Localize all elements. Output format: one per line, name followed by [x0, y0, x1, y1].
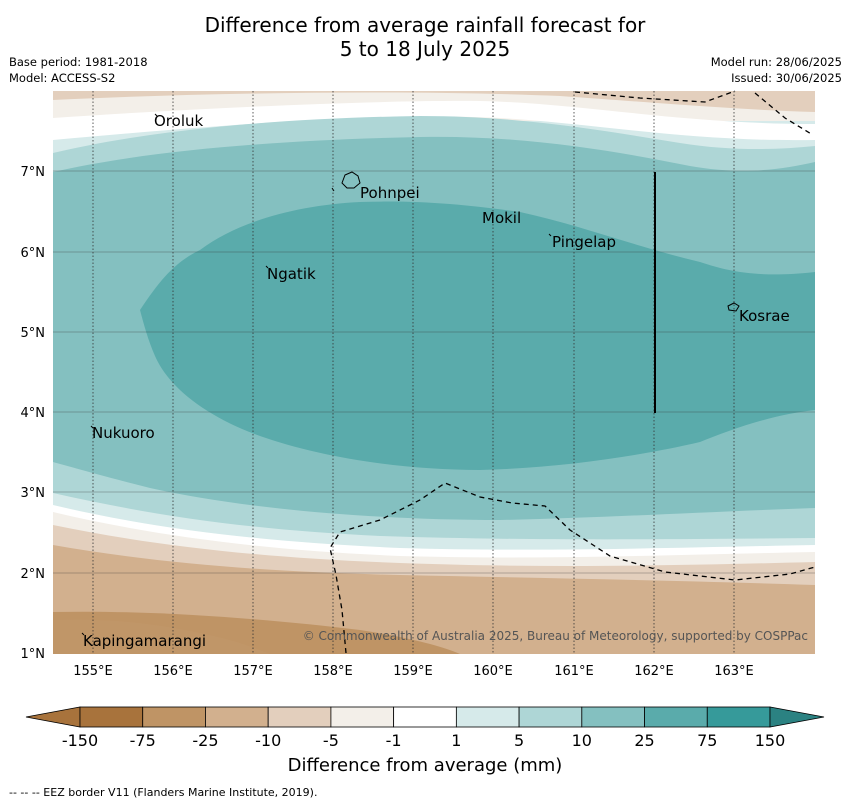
pingelap-atoll: [548, 233, 552, 237]
title-line-1: Difference from average rainfall forecas…: [204, 13, 646, 37]
meta-right: Model run: 28/06/2025 Issued: 30/06/2025: [711, 54, 842, 86]
lat-lines: [53, 170, 815, 574]
lon-tick-label: 157°E: [233, 664, 273, 679]
lat-tick-label: 7°N: [21, 165, 46, 180]
pohnpei-island: [341, 171, 361, 189]
colorbar-tick-label: -5: [323, 731, 339, 750]
lon-tick-label: 161°E: [554, 664, 594, 679]
place-label: Nukuoro: [92, 424, 155, 442]
kosrae-island: [727, 302, 740, 312]
place-label: Kapingamarangi: [83, 632, 206, 650]
colorbar-tick-label: -1: [386, 731, 402, 750]
nukuoro-atoll: [90, 425, 94, 429]
eez-footnote: -- -- -- EEZ border V11 (Flanders Marine…: [9, 786, 318, 799]
colorbar-tick-label: -75: [130, 731, 156, 750]
ngatik-atoll: [265, 265, 269, 269]
place-label: Ngatik: [267, 265, 316, 283]
lon-tick-label: 159°E: [393, 664, 433, 679]
colorbar-max-arrow: [769, 706, 825, 728]
model-name: Model: ACCESS-S2: [9, 71, 116, 85]
colorbar-tick-label: 10: [572, 731, 592, 750]
lon-tick-label: 158°E: [313, 664, 353, 679]
place-label: Pingelap: [552, 233, 616, 251]
colorbar-tick-label: -10: [255, 731, 281, 750]
colorbar-label: Difference from average (mm): [287, 755, 563, 776]
lon-tick-label: 162°E: [634, 664, 674, 679]
islands: [81, 113, 740, 636]
band-top-white: [53, 100, 815, 141]
ant-atoll: [331, 187, 335, 192]
colorbar-segment: [644, 706, 708, 728]
colorbar-segments: [79, 706, 771, 728]
colorbar-segment: [393, 706, 457, 728]
colorbar-segment: [706, 706, 771, 728]
lon-tick-label: 156°E: [153, 664, 193, 679]
copyright-notice: © Commonwealth of Australia 2025, Bureau…: [303, 629, 808, 643]
colorbar-tick-label: 5: [514, 731, 524, 750]
place-label: Mokil: [482, 209, 521, 227]
base-period: Base period: 1981-2018: [9, 55, 148, 69]
lon-tick-label: 163°E: [714, 664, 754, 679]
colorbar-tick-label: -25: [192, 731, 218, 750]
oroluk-atoll: [154, 113, 158, 117]
eez-border: [329, 90, 816, 654]
band-bottom-neg75-b: [53, 619, 270, 654]
colorbar-segment: [581, 706, 645, 728]
colorbar-tick-label: 1: [451, 731, 461, 750]
title-line-2: 5 to 18 July 2025: [339, 37, 511, 61]
colorbar-segment: [330, 706, 395, 728]
lat-tick-label: 2°N: [21, 567, 46, 582]
colorbar-tick-label: -150: [62, 731, 98, 750]
colorbar-segment: [79, 706, 144, 728]
colorbar-tick-label: 25: [634, 731, 654, 750]
colorbar-tick-label: 75: [697, 731, 717, 750]
colorbar-segment: [267, 706, 332, 728]
place-label: Pohnpei: [360, 184, 420, 202]
lat-axis: 7°N 6°N 5°N 4°N 3°N 2°N 1°N: [21, 165, 46, 662]
lon-tick-label: 160°E: [473, 664, 513, 679]
colorbar-segment: [142, 706, 206, 728]
colorbar-segment: [518, 706, 583, 728]
lat-tick-label: 1°N: [21, 647, 46, 662]
colorbar-segment: [455, 706, 520, 728]
colorbar: -150 -75 -25 -10 -5 -1 1 5 10 25 75 150: [25, 706, 825, 750]
colorbar-segment: [205, 706, 269, 728]
model-run: Model run: 28/06/2025: [710, 55, 842, 69]
colorbar-min-arrow: [25, 706, 81, 728]
issued-date: Issued: 30/06/2025: [731, 71, 842, 85]
place-label: Kosrae: [739, 307, 790, 325]
map-title: Difference from average rainfall forecas…: [0, 13, 850, 61]
lon-axis: 155°E 156°E 157°E 158°E 159°E 160°E 161°…: [73, 664, 754, 679]
lat-tick-label: 6°N: [21, 246, 46, 261]
kapinga-atoll: [81, 632, 85, 636]
lon-tick-label: 155°E: [73, 664, 113, 679]
meta-left: Base period: 1981-2018 Model: ACCESS-S2: [9, 54, 148, 86]
colorbar-ticks: -150 -75 -25 -10 -5 -1 1 5 10 25 75 150: [62, 731, 785, 750]
contour-field: [53, 91, 815, 654]
place-label: Oroluk: [154, 112, 203, 130]
lat-tick-label: 4°N: [21, 406, 46, 421]
lat-tick-label: 3°N: [21, 486, 46, 501]
colorbar-tick-label: 150: [755, 731, 786, 750]
band-25-75: [140, 201, 815, 470]
lat-tick-label: 5°N: [21, 326, 46, 341]
